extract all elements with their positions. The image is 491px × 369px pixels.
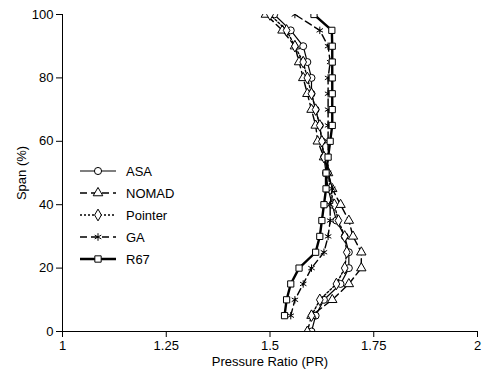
svg-text:40: 40	[39, 197, 53, 212]
svg-text:100: 100	[32, 7, 54, 22]
svg-text:1.5: 1.5	[261, 338, 279, 353]
svg-text:1.25: 1.25	[154, 338, 179, 353]
svg-text:1.75: 1.75	[361, 338, 386, 353]
html-text:ASA: ASA	[126, 163, 152, 179]
svg-text:60: 60	[39, 133, 53, 148]
html-text:R67: R67	[126, 251, 150, 267]
svg-text:0: 0	[46, 324, 53, 339]
svg-text:20: 20	[39, 260, 53, 275]
svg-text:Span (%): Span (%)	[14, 146, 29, 200]
svg-text:2: 2	[474, 338, 481, 353]
svg-text:1: 1	[59, 338, 66, 353]
svg-text:Pressure Ratio (PR): Pressure Ratio (PR)	[212, 354, 328, 369]
svg-text:80: 80	[39, 70, 53, 85]
html-text:GA: GA	[126, 229, 145, 245]
html-text:Pointer: Pointer	[126, 207, 168, 223]
html-text:NOMAD: NOMAD	[126, 185, 175, 201]
